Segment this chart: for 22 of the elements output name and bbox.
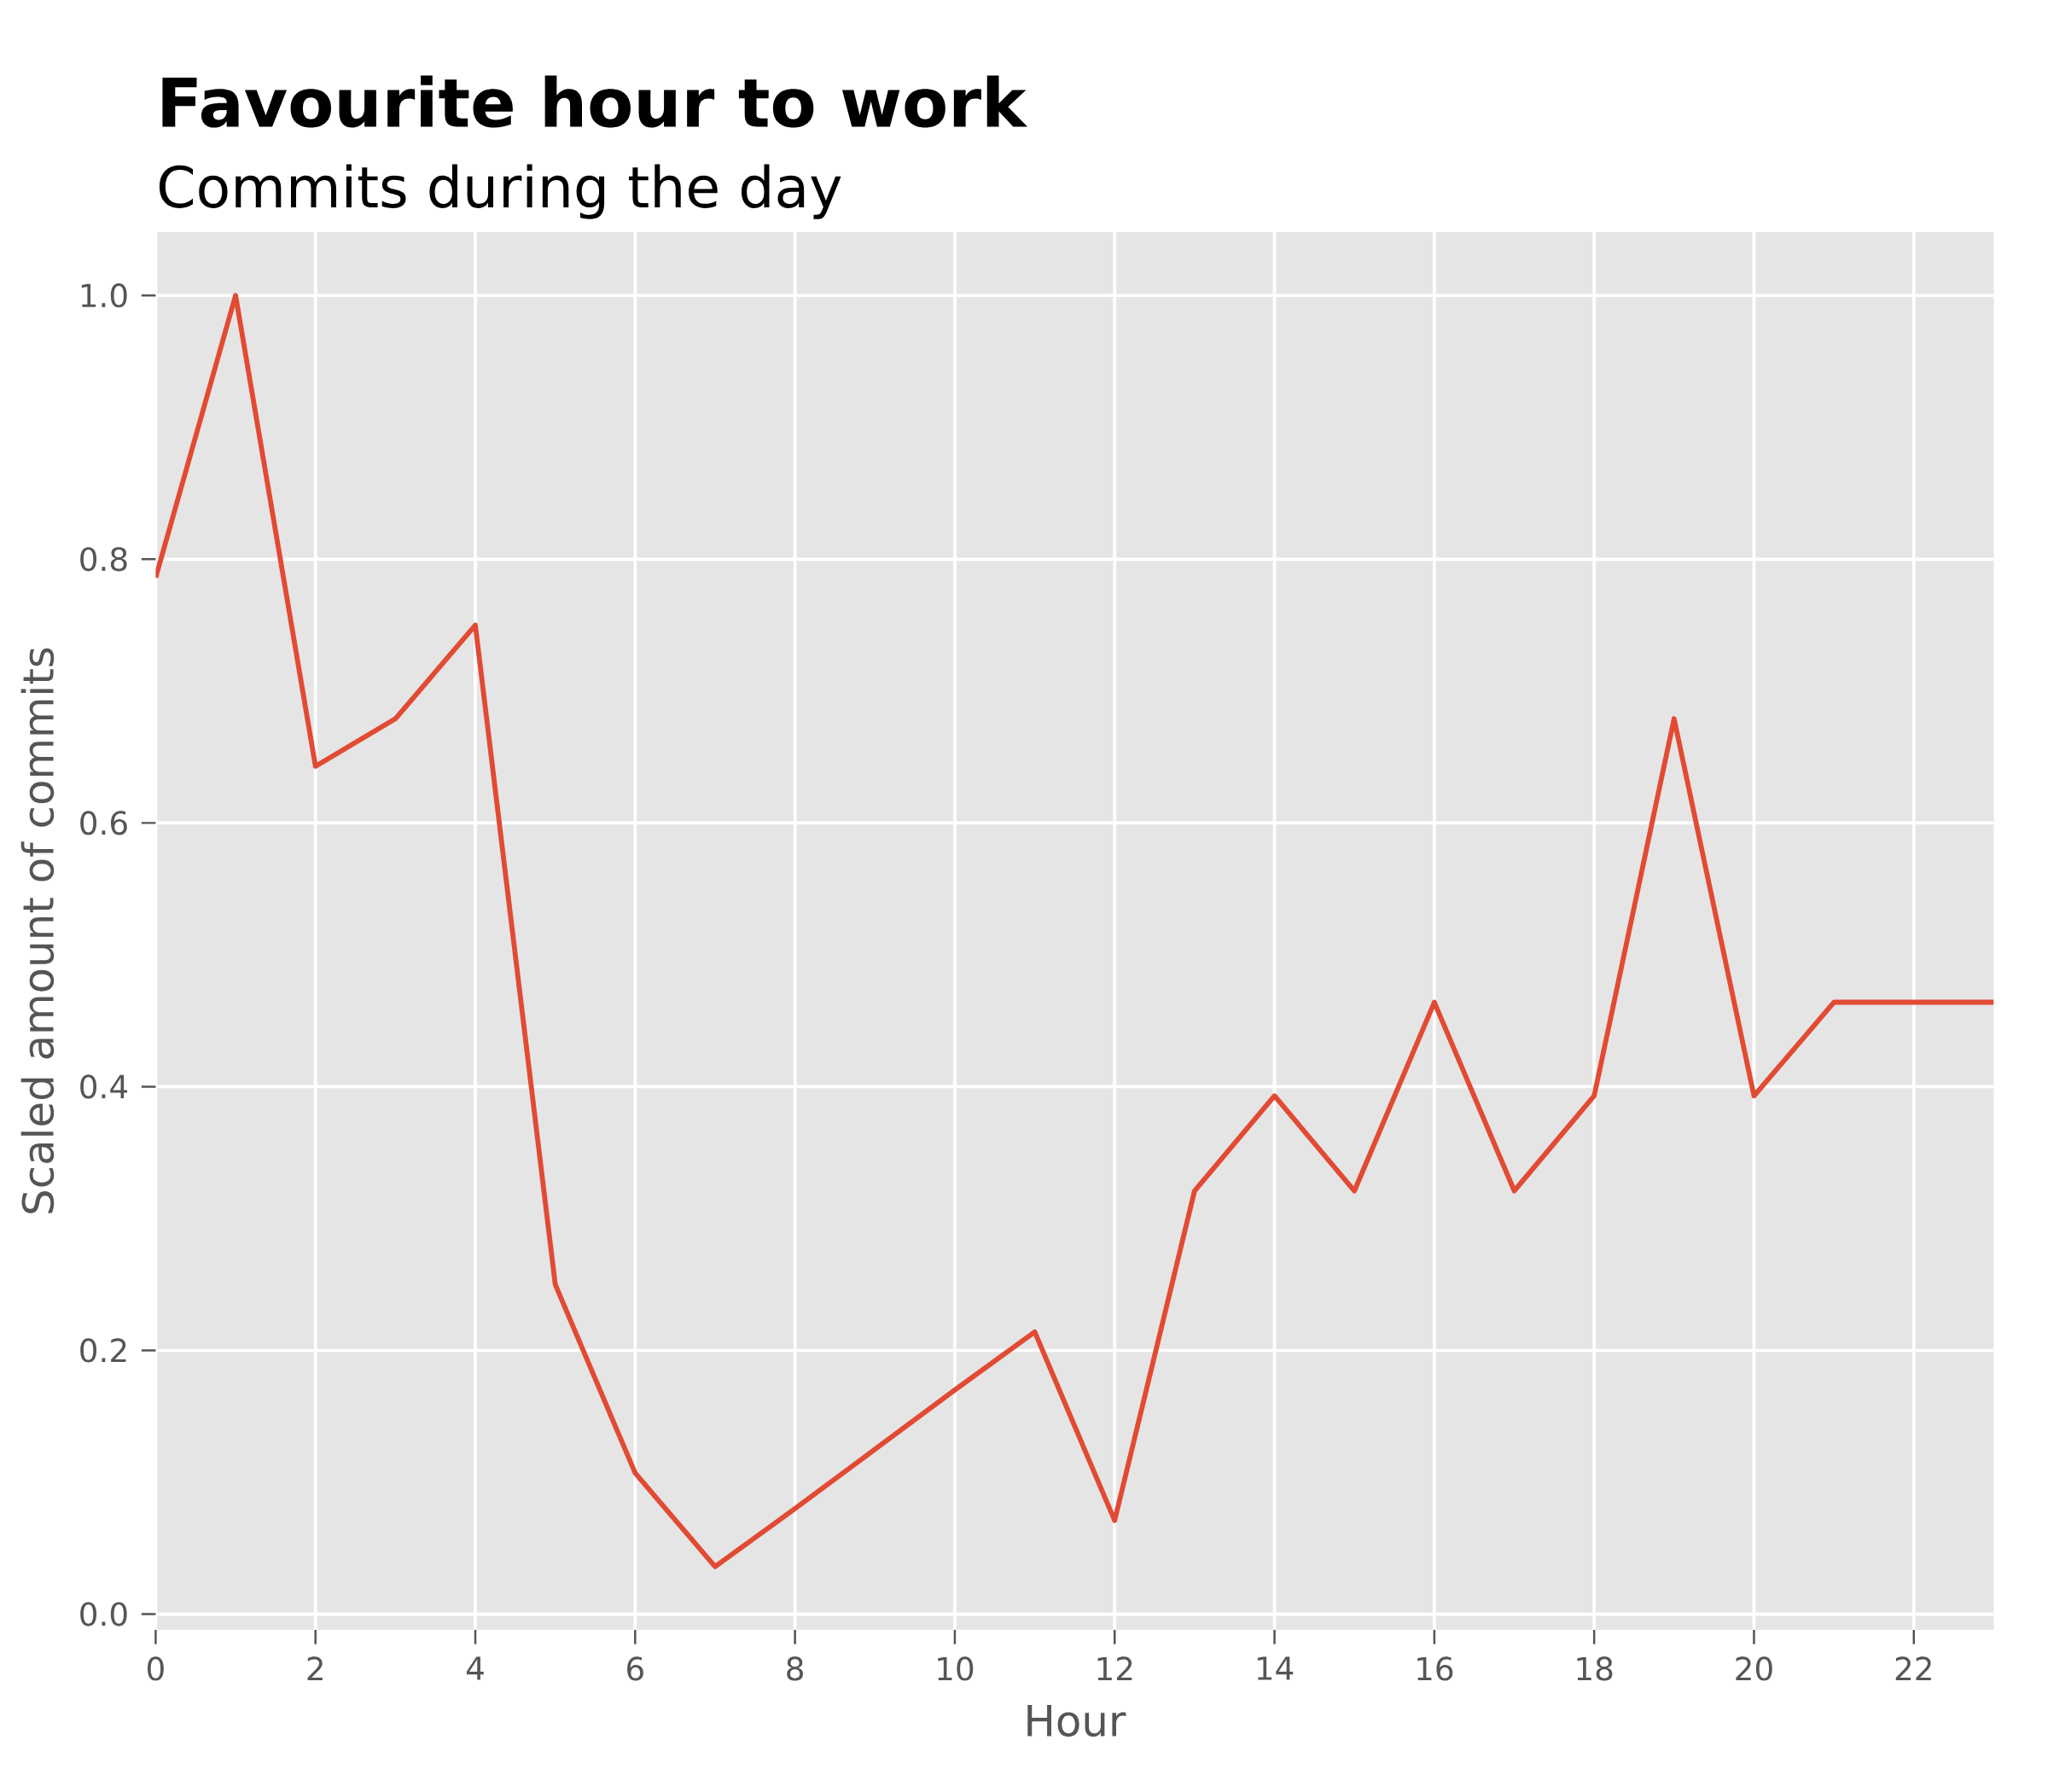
y-tick-label: 0.0 bbox=[80, 1602, 127, 1626]
x-axis-title: Hour bbox=[1027, 1705, 1126, 1737]
x-tick-label: 6 bbox=[627, 1656, 643, 1681]
chart-title: Favourite hour to work bbox=[162, 75, 1028, 128]
x-tick-label: 12 bbox=[1097, 1656, 1132, 1681]
x-tick-label: 22 bbox=[1895, 1656, 1931, 1681]
x-tick-label: 10 bbox=[938, 1656, 974, 1681]
x-tick-label: 20 bbox=[1736, 1656, 1772, 1681]
x-tick-label: 18 bbox=[1577, 1656, 1613, 1681]
x-tick-label: 14 bbox=[1257, 1656, 1294, 1680]
y-axis-title: Scaled amount of commits bbox=[20, 648, 55, 1213]
x-tick-label: 2 bbox=[307, 1656, 323, 1681]
x-tick-label: 16 bbox=[1417, 1656, 1453, 1681]
y-tick-label: 0.8 bbox=[80, 547, 127, 572]
x-tick-label: 0 bbox=[147, 1656, 164, 1681]
x-tick-label: 8 bbox=[787, 1656, 803, 1681]
y-tick-label: 1.0 bbox=[81, 283, 127, 308]
x-tick-label: 4 bbox=[466, 1656, 484, 1680]
y-tick-label: 0.2 bbox=[80, 1338, 126, 1363]
y-tick-label: 0.4 bbox=[80, 1074, 128, 1099]
chart-subtitle: Commits during the day bbox=[159, 164, 841, 219]
y-tick-label: 0.6 bbox=[80, 811, 127, 835]
